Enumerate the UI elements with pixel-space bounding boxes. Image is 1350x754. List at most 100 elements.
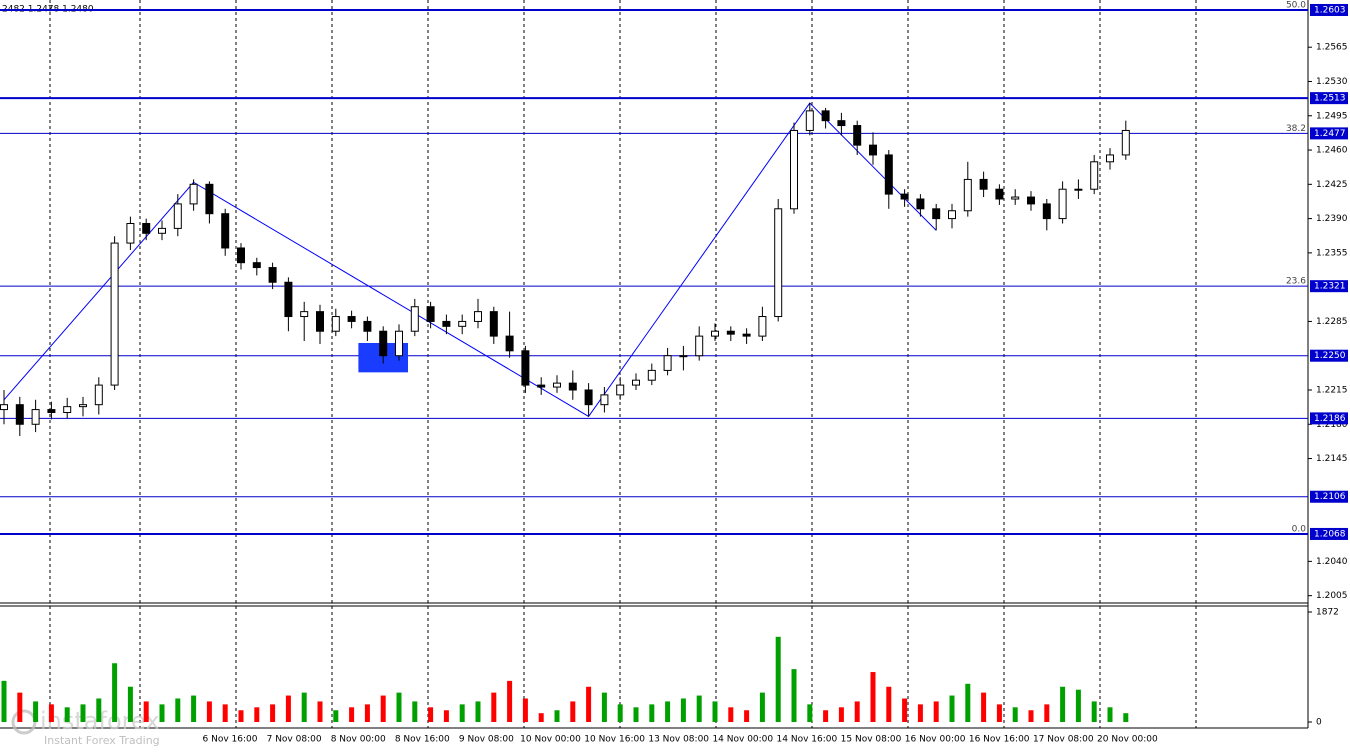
- x-tick-label: 8 Nov 16:00: [395, 735, 450, 745]
- tagline: Instant Forex Trading: [44, 734, 160, 747]
- candle-body: [916, 198, 925, 210]
- candle-body: [1042, 203, 1051, 220]
- y-tick-label: 1.2285: [1316, 317, 1348, 327]
- volume-bar: [349, 707, 355, 722]
- candle-body: [1011, 196, 1020, 200]
- y-tick-label: 1.2565: [1316, 43, 1348, 53]
- candle-body: [284, 281, 293, 318]
- candle-body: [142, 222, 151, 234]
- candle-body: [616, 384, 625, 396]
- y-tick-label: 1.2530: [1316, 77, 1348, 87]
- candle-body: [205, 183, 214, 215]
- candle-body: [553, 382, 561, 388]
- volume-bar: [744, 710, 750, 722]
- volume-bar: [33, 701, 39, 722]
- volume-bar: [17, 692, 23, 722]
- volume-bar: [48, 704, 54, 722]
- level-label-box: [1310, 280, 1348, 293]
- candle-body: [663, 355, 672, 371]
- candle-body: [774, 208, 783, 318]
- candle-body: [347, 316, 356, 322]
- volume-bar: [838, 707, 844, 722]
- volume-bar: [554, 710, 560, 722]
- volume-bar: [428, 707, 434, 722]
- volume-bar: [396, 692, 402, 722]
- candle-body: [489, 311, 498, 337]
- volume-bar: [206, 701, 212, 722]
- candle-body: [505, 335, 514, 352]
- volume-bar: [238, 710, 244, 722]
- candle-body: [237, 247, 245, 264]
- volume-bar: [870, 672, 876, 722]
- candle-body: [268, 267, 277, 283]
- candle-body: [1058, 188, 1067, 220]
- volume-bar: [491, 692, 497, 722]
- level-label-box: [1310, 490, 1348, 503]
- candle-body: [932, 208, 941, 220]
- candle-body: [1090, 161, 1099, 190]
- x-tick-label: 16 Nov 00:00: [905, 735, 966, 745]
- volume-bar: [301, 692, 307, 722]
- candle-body: [979, 178, 988, 190]
- candle-body: [442, 320, 451, 327]
- volume-bar: [902, 698, 908, 722]
- volume-bar: [459, 704, 465, 722]
- candle-body: [948, 210, 956, 220]
- volume-bar: [965, 683, 971, 722]
- candle-body: [79, 404, 87, 408]
- candle-body: [537, 384, 546, 388]
- volume-bar: [791, 669, 797, 722]
- candle-body: [0, 404, 8, 411]
- x-tick-label: 8 Nov 00:00: [331, 735, 386, 745]
- y-tick-label: 1.2145: [1316, 454, 1348, 464]
- candle-body: [521, 350, 530, 386]
- candle-body: [1121, 129, 1130, 156]
- fib-label: 23.6: [1286, 277, 1306, 287]
- y-tick-label: 1.2495: [1316, 111, 1348, 121]
- level-label: 1.2603: [1314, 5, 1346, 15]
- candle-body: [221, 213, 230, 249]
- candle-body: [853, 125, 862, 146]
- candle-body: [600, 394, 609, 406]
- candle-body: [63, 406, 72, 414]
- candle-body: [900, 193, 909, 200]
- volume-bar: [507, 680, 513, 722]
- volume-bar: [538, 713, 544, 722]
- level-label: 1.2068: [1314, 529, 1346, 539]
- volume-bar: [854, 701, 860, 722]
- candle-body: [363, 320, 372, 332]
- volume-bar: [175, 698, 181, 722]
- volume-bar: [412, 701, 418, 722]
- candle-body: [395, 330, 403, 357]
- level-label-box: [1310, 349, 1348, 362]
- candle-body: [790, 129, 798, 210]
- level-label: 1.2106: [1314, 492, 1346, 502]
- volume-bar: [1, 680, 7, 722]
- x-tick-label: 15 Nov 08:00: [841, 735, 902, 745]
- x-tick-label: 13 Nov 08:00: [648, 735, 709, 745]
- volume-bar: [475, 701, 481, 722]
- volume-bar: [317, 701, 323, 722]
- candle-body: [126, 222, 135, 244]
- volume-tick-label: 1872: [1316, 608, 1339, 618]
- x-tick-label: 7 Nov 08:00: [267, 735, 322, 745]
- volume-bar: [586, 686, 592, 722]
- volume-bar: [1107, 707, 1113, 722]
- y-tick-label: 1.2180: [1316, 420, 1348, 430]
- volume-bar: [112, 663, 118, 722]
- y-tick-label: 1.2460: [1316, 146, 1348, 156]
- x-tick-label: 14 Nov 16:00: [777, 735, 838, 745]
- volume-bar: [64, 707, 70, 722]
- volume-bar: [1028, 710, 1034, 722]
- x-tick-label: 9 Nov 08:00: [459, 735, 514, 745]
- volume-bar: [807, 704, 813, 722]
- volume-bar: [159, 704, 165, 722]
- candle-body: [869, 144, 877, 156]
- y-tick-label: 1.2215: [1316, 385, 1348, 395]
- volume-bar: [522, 698, 528, 722]
- volume-bar: [1123, 713, 1129, 722]
- volume-bar: [285, 695, 291, 722]
- x-tick-label: 20 Nov 00:00: [1097, 735, 1158, 745]
